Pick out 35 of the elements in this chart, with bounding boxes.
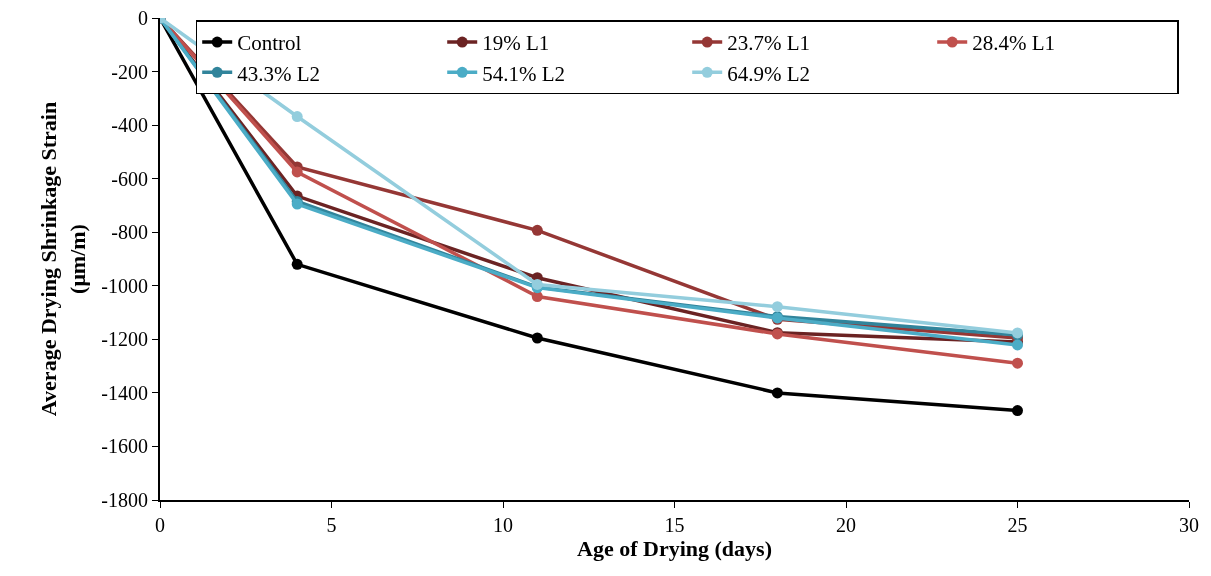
y-tick-label: -400 xyxy=(111,114,148,137)
y-tick-label: -1000 xyxy=(101,274,148,297)
y-axis-title: Average Drying Shrinkage Strain (μm/m) xyxy=(36,101,90,417)
legend-label: 43.3% L2 xyxy=(237,61,321,86)
legend-label: Control xyxy=(237,31,302,56)
legend-label: 54.1% L2 xyxy=(482,61,566,86)
x-tick-label: 10 xyxy=(493,514,513,536)
legend-label: 19% L1 xyxy=(482,31,550,56)
x-tick-label: 0 xyxy=(155,514,165,536)
y-tick-label: -1800 xyxy=(101,489,148,511)
legend-label: 64.9% L2 xyxy=(727,61,811,86)
point xyxy=(1012,357,1023,369)
y-tick-label: -1200 xyxy=(101,328,148,351)
y-tick-label: -1600 xyxy=(101,435,148,458)
y-tick-label: -200 xyxy=(111,60,148,83)
point xyxy=(771,301,783,313)
y-tick-label: 0 xyxy=(138,7,148,29)
point xyxy=(1012,405,1023,417)
point xyxy=(291,111,303,123)
y-tick-label: -800 xyxy=(111,221,148,244)
point xyxy=(531,332,543,344)
x-tick-label: 30 xyxy=(1179,514,1199,536)
y-tick-label: -600 xyxy=(111,167,148,190)
x-tick-label: 20 xyxy=(836,514,856,536)
x-tick-label: 5 xyxy=(326,514,337,536)
legend-label: 28.4% L1 xyxy=(972,31,1056,56)
legend-label: 23.7% L1 xyxy=(727,31,811,56)
x-tick-label: 25 xyxy=(1007,514,1028,536)
x-axis-title: Age of Drying (days) xyxy=(577,536,772,561)
point xyxy=(771,387,783,399)
point xyxy=(531,224,543,236)
y-tick-label: -1400 xyxy=(101,381,148,404)
x-tick-label: 15 xyxy=(664,514,685,536)
point xyxy=(291,166,303,178)
point xyxy=(291,258,303,270)
